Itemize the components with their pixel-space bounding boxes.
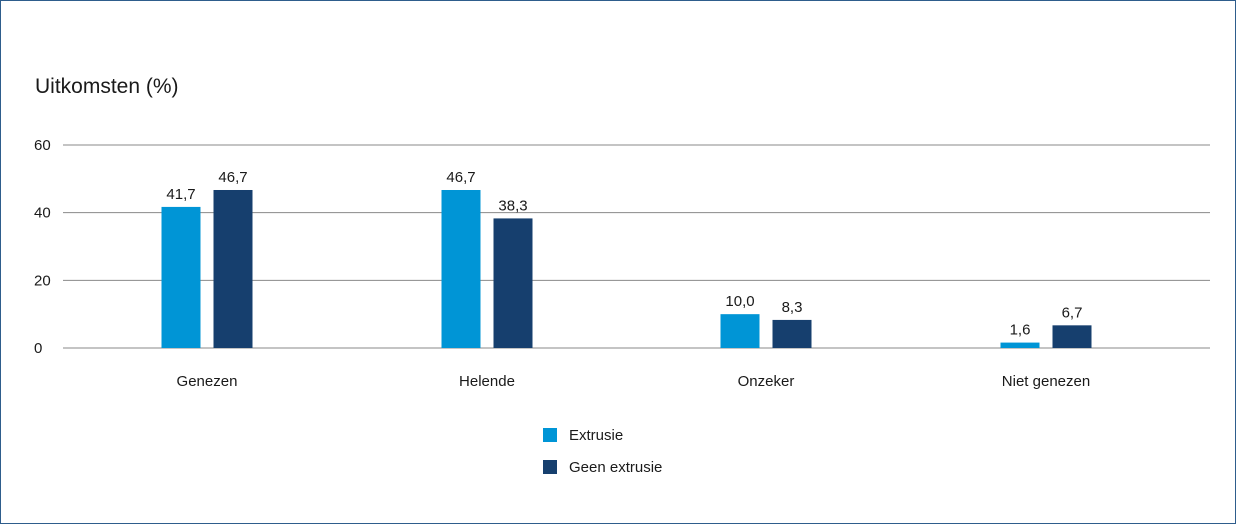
category-label: Genezen <box>177 373 238 390</box>
data-label: 8,3 <box>782 299 803 316</box>
data-label: 46,7 <box>446 169 475 186</box>
bar <box>493 218 533 348</box>
data-label: 1,6 <box>1010 322 1031 339</box>
legend-label: Extrusie <box>569 427 623 444</box>
data-label: 46,7 <box>218 169 247 186</box>
data-label: 10,0 <box>725 293 754 310</box>
bar <box>1052 325 1092 348</box>
category-label: Niet genezen <box>1002 373 1090 390</box>
legend-label: Geen extrusie <box>569 459 662 476</box>
bar <box>213 189 253 348</box>
bar <box>161 206 201 348</box>
y-tick-label: 40 <box>34 205 51 222</box>
bar <box>441 189 481 348</box>
chart-title: Uitkomsten (%) <box>35 75 179 98</box>
bars <box>161 189 1092 348</box>
data-label: 38,3 <box>498 197 527 214</box>
legend-swatch <box>543 460 557 474</box>
y-tick-label: 20 <box>34 272 51 289</box>
category-label: Helende <box>459 373 515 390</box>
y-tick-label: 60 <box>34 137 51 154</box>
y-axis-ticks: 0 20 40 60 <box>34 137 51 357</box>
legend-swatch <box>543 428 557 442</box>
bar <box>1000 342 1040 348</box>
data-labels: 41,7 46,7 46,7 38,3 10,0 8,3 1,6 6,7 <box>166 169 1082 339</box>
category-labels: Genezen Helende Onzeker Niet genezen <box>177 373 1091 390</box>
data-label: 41,7 <box>166 186 195 203</box>
bar <box>720 314 760 348</box>
y-tick-label: 0 <box>34 340 42 357</box>
data-label: 6,7 <box>1062 304 1083 321</box>
bar <box>772 319 812 348</box>
category-label: Onzeker <box>738 373 795 390</box>
legend: Extrusie Geen extrusie <box>543 427 662 476</box>
